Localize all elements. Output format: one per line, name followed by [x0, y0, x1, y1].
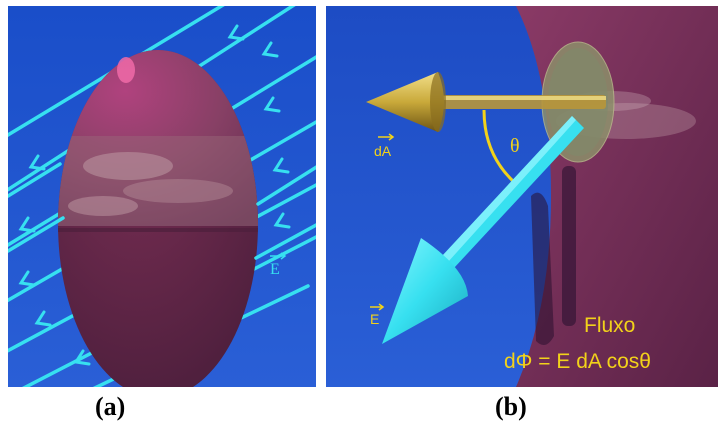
panel-b-scene: θ dA E Fluxo dΦ = E dA cosθ [326, 6, 718, 387]
field-arrowhead [227, 24, 245, 41]
caption-b: (b) [495, 392, 527, 421]
field-symbol: E [270, 261, 280, 278]
area-symbol: dA [374, 143, 392, 159]
field-line [256, 165, 316, 206]
field-arrowheads [18, 24, 291, 366]
field-arrowhead [73, 349, 91, 366]
panel-a: E [8, 6, 316, 387]
panel-b: θ dA E Fluxo dΦ = E dA cosθ [326, 6, 718, 387]
field-symbol-b: E [370, 311, 379, 327]
area-vector-arrow [366, 72, 606, 132]
angle-symbol: θ [510, 135, 520, 157]
field-vector-label-b: E [370, 303, 385, 327]
panel-a-scene: E [8, 6, 316, 387]
field-line [8, 162, 62, 198]
field-line [254, 223, 316, 260]
field-vector-arrow [382, 116, 584, 344]
field-arrowhead [28, 154, 46, 171]
field-arrowhead [263, 96, 281, 113]
field-lines-front [8, 162, 316, 260]
specular-highlight [117, 57, 135, 83]
angle-arc [482, 109, 516, 184]
caption-a: (a) [95, 392, 126, 421]
field-arrowhead [34, 310, 52, 327]
field-arrowhead [272, 157, 290, 174]
area-vector-head [366, 72, 444, 132]
field-arrowhead [273, 212, 291, 229]
flux-title: Fluxo [584, 314, 635, 337]
field-arrowhead [18, 216, 36, 233]
field-arrowhead [18, 270, 36, 287]
field-line [8, 216, 65, 253]
flux-formula: dΦ = E dA cosθ [504, 350, 651, 373]
area-vector-label: dA [374, 133, 395, 159]
field-vector-label: E [270, 252, 287, 278]
field-vector-head [382, 238, 468, 344]
field-arrowhead [261, 41, 279, 58]
